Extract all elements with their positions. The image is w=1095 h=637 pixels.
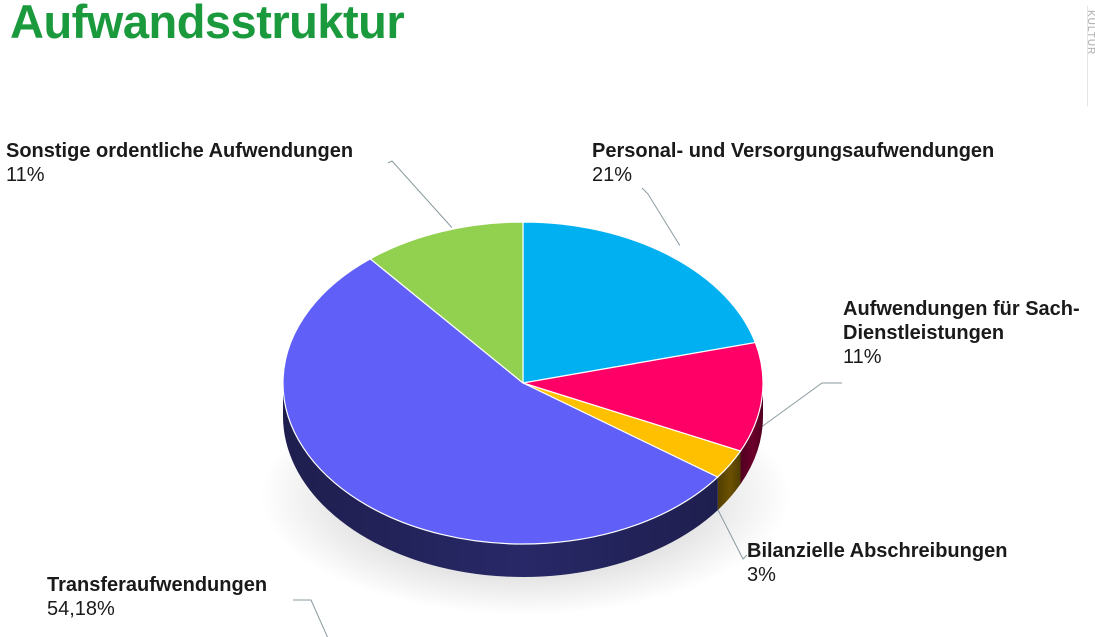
slice-sonstige-ordentliche-aufwendungen	[369, 221, 524, 385]
slice-aufwendungen-f-r-sach-und-dienstleistungen	[522, 341, 764, 452]
leader-line-transferaufwendungen	[293, 599, 329, 637]
slice-side-shade-transferaufwendungen	[283, 383, 718, 577]
label-abschreibungen-value: 3%	[747, 564, 776, 586]
pie-sides	[283, 383, 763, 577]
label-transfer-value: 54,18%	[47, 598, 115, 620]
leader-line-personal-und-versorgungsaufwendungen	[641, 187, 681, 246]
side-edge-text: KULTUR	[1087, 10, 1095, 56]
leader-line-aufwendungen-f-r-sach-und-dienstleistungen	[757, 382, 842, 430]
label-sach: Aufwendungen für Sach- Dienstleistungen …	[843, 297, 1095, 369]
slice-personal-und-versorgungsaufwendungen	[522, 221, 757, 384]
leader-line-sonstige-ordentliche-aufwendungen	[387, 160, 453, 228]
label-sonstige-name: Sonstige ordentliche Aufwendungen	[6, 140, 354, 162]
label-sonstige: Sonstige ordentliche Aufwendungen 11%	[6, 139, 353, 187]
slice-transferaufwendungen	[282, 258, 719, 545]
label-personal-name: Personal- und Versorgungsaufwendungen	[592, 140, 995, 162]
label-abschreibungen: Bilanzielle Abschreibungen 3%	[747, 539, 1007, 587]
label-abschreibungen-name: Bilanzielle Abschreibungen	[747, 540, 1008, 562]
label-sach-value: 11%	[843, 346, 882, 368]
slice-side-shade-bilanzielle-abschreibungen	[717, 451, 741, 511]
page-title: Aufwandsstruktur	[10, 0, 405, 48]
label-personal: Personal- und Versorgungsaufwendungen 21…	[592, 139, 994, 187]
label-sach-name: Aufwendungen für Sach- Dienstleistungen	[843, 298, 1080, 344]
label-personal-value: 21%	[592, 164, 633, 186]
label-transfer: Transferaufwendungen 54,18%	[47, 573, 267, 621]
leader-line-bilanzielle-abschreibungen	[713, 502, 748, 560]
slice-side-shade-aufwendungen-f-r-sach-und-dienstleistungen	[740, 383, 763, 485]
side-edge-strip: KULTUR	[1087, 6, 1095, 106]
leader-lines	[293, 160, 842, 637]
label-transfer-name: Transferaufwendungen	[47, 574, 268, 596]
label-sonstige-value: 11%	[6, 164, 45, 186]
pie-tops	[282, 221, 764, 545]
